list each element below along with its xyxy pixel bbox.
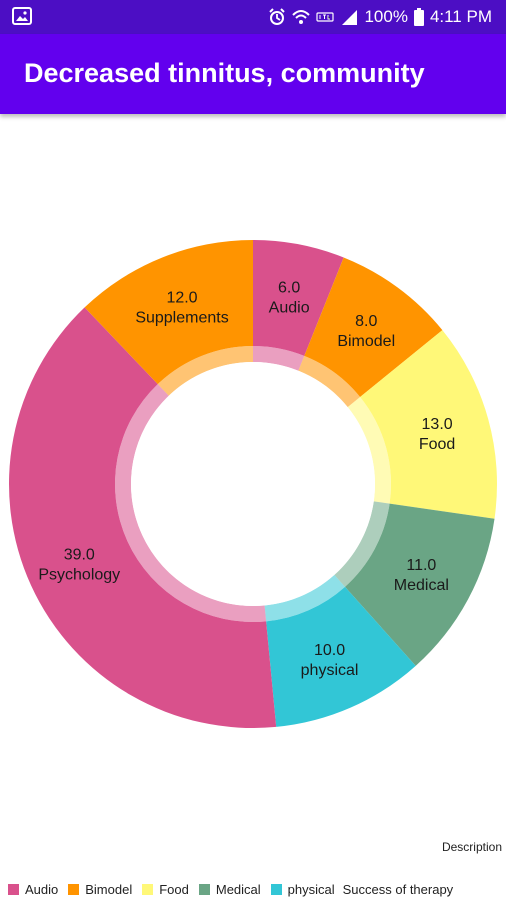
status-bar: 100% 4:11 PM — [0, 0, 506, 34]
legend-item-physical: physical — [270, 882, 335, 897]
legend-swatch — [142, 884, 154, 895]
battery-percent: 100% — [364, 7, 408, 26]
slice-label-medical: 11.0 Medical — [394, 557, 449, 594]
legend-item-audio: Audio — [8, 882, 58, 897]
slice-audio[interactable] — [253, 240, 344, 356]
status-time: 4:11 PM — [429, 7, 492, 26]
legend-label: Medical — [215, 882, 261, 897]
slice-ring-bimodel — [298, 355, 361, 408]
slice-label-food: 13.0 Food — [419, 416, 455, 453]
slice-label-bimodel: 8.0 Bimodel — [337, 313, 395, 350]
slice-category-medical: Medical — [394, 577, 449, 594]
slice-value-bimodel: 8.0 — [355, 313, 377, 330]
slice-value-physical: 10.0 — [314, 642, 345, 659]
legend-label: Bimodel — [85, 882, 133, 897]
image-icon — [12, 7, 32, 25]
status-icons: 100% 4:11 PM — [268, 0, 492, 34]
chart-area: 6.0 Audio 8.0 Bimodel 13.0 Food 11.0 Medical 10.… — [0, 114, 506, 900]
battery-icon — [413, 8, 424, 26]
wifi-icon — [292, 8, 311, 26]
slice-ring-medical — [334, 501, 390, 587]
slice-food[interactable] — [360, 330, 497, 519]
slice-ring-psychology — [114, 384, 267, 622]
slice-label-audio: 6.0 Audio — [269, 279, 310, 316]
slice-category-food: Food — [419, 436, 455, 453]
slice-bimodel[interactable] — [304, 257, 443, 397]
legend-swatch — [270, 884, 282, 895]
slice-label-psychology: 39.0 Psychology — [38, 546, 120, 583]
legend-item-medical: Medical — [198, 882, 261, 897]
slice-supplements[interactable] — [84, 240, 253, 385]
slice-label-physical: 10.0 physical — [301, 642, 359, 679]
chart-legend: Audio Bimodel Food Medical physical Success o… — [8, 882, 453, 897]
legend-item-bimodel: Bimodel — [68, 882, 132, 897]
app-bar: Decreased tinnitus, community — [0, 34, 506, 114]
slice-value-supplements: 12.0 — [166, 290, 197, 307]
slice-label-supplements: 12.0 Supplements — [135, 290, 228, 327]
slice-medical[interactable] — [345, 503, 495, 666]
slice-ring-food — [347, 396, 391, 504]
legend-item-food: Food — [142, 882, 189, 897]
slice-value-psychology: 39.0 — [64, 546, 95, 563]
legend-swatch — [198, 884, 210, 895]
slice-psychology[interactable] — [9, 307, 277, 728]
legend-swatch — [68, 884, 80, 895]
slice-ring-physical — [264, 574, 346, 622]
page-title: Decreased tinnitus, community — [24, 58, 425, 88]
slice-value-medical: 11.0 — [406, 557, 436, 574]
legend-label: Food — [159, 882, 189, 897]
slice-category-psychology: Psychology — [38, 566, 120, 583]
slice-category-supplements: Supplements — [135, 310, 228, 327]
legend-label: Audio — [25, 882, 59, 897]
slice-ring-supplements — [157, 346, 253, 396]
slice-ring-audio — [253, 346, 305, 371]
chart-description: Description — [441, 840, 502, 854]
legend-label: physical — [287, 882, 335, 897]
slice-category-audio: Audio — [269, 299, 310, 316]
slice-value-audio: 6.0 — [278, 279, 300, 296]
slice-value-food: 13.0 — [422, 416, 453, 433]
slice-physical[interactable] — [266, 586, 416, 727]
legend-swatch — [8, 884, 19, 895]
lte-icon — [316, 8, 335, 26]
legend-title: Success of therapy — [342, 882, 454, 897]
alarm-icon — [268, 8, 286, 26]
slice-category-bimodel: Bimodel — [337, 333, 395, 350]
slice-category-physical: physical — [301, 662, 359, 679]
donut-chart: 6.0 Audio 8.0 Bimodel 13.0 Food 11.0 Medical 10.… — [9, 240, 497, 728]
signal-icon — [340, 8, 358, 26]
donut-hole — [131, 362, 375, 606]
